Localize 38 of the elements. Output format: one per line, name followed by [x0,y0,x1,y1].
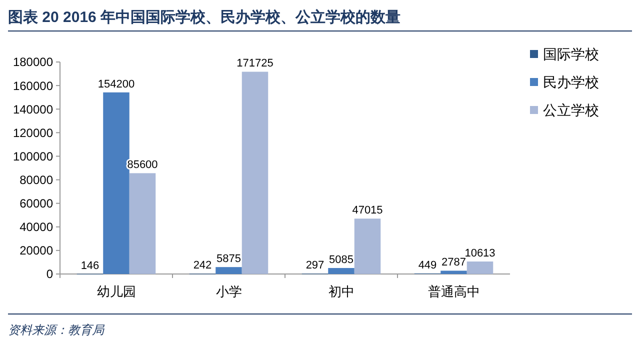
y-tick-label: 80000 [20,172,54,187]
y-tick-label: 140000 [12,102,54,116]
bar [440,270,467,274]
bar [216,267,242,274]
bar [103,92,130,274]
data-label: 2787 [442,256,466,269]
y-tick-label: 40000 [20,220,54,234]
y-tick-label: 160000 [12,78,54,93]
y-tick-label: 120000 [12,126,54,140]
data-label: 171725 [236,58,274,70]
data-label: 297 [306,260,324,272]
data-label: 5085 [329,254,354,266]
x-tick-label: 小学 [216,284,242,299]
x-tick-label: 普通高中 [428,284,480,299]
y-tick-label: 20000 [20,244,54,258]
legend-label: 公立学校 [543,102,599,118]
data-label: 449 [418,259,437,272]
data-label: 146 [80,260,100,272]
bar [242,72,268,274]
chart-title: 图表 20 2016 年中国国际学校、民办学校、公立学校的数量 [8,8,401,26]
y-tick-label: 100000 [12,149,54,164]
data-label: 242 [193,260,212,272]
x-tick-label: 初中 [328,284,354,299]
legend-label: 民办学校 [543,74,599,90]
x-tick-label: 幼儿园 [96,284,136,299]
bar [129,173,156,274]
y-tick-label: 180000 [12,55,54,70]
data-label: 154200 [98,78,135,90]
data-label: 5875 [216,253,241,266]
bar [466,262,494,274]
y-tick-label: 60000 [20,196,54,211]
y-tick-label: 0 [46,267,54,282]
bar [354,218,381,274]
text: 资料来源：教育局 [8,323,105,337]
data-label: 10613 [464,248,496,260]
bar [328,268,354,274]
legend-label: 国际学校 [543,46,599,62]
data-label: 47015 [352,204,383,217]
